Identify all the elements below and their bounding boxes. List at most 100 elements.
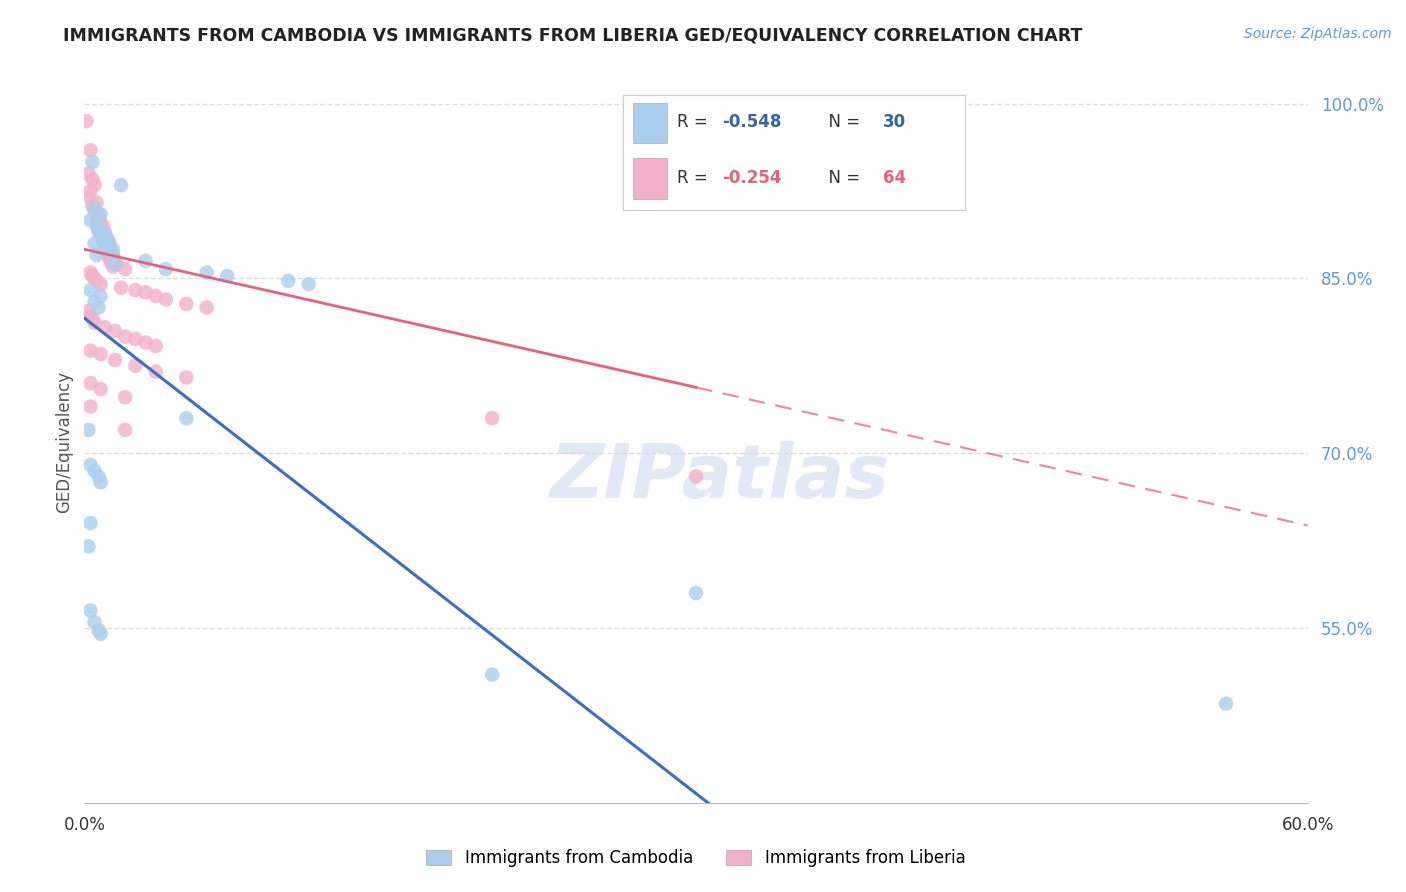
- Point: [96, 230, 118, 244]
- Point: [87, 222, 110, 236]
- Point: [90, 382, 112, 396]
- Point: [90, 475, 112, 490]
- Point: [1215, 697, 1237, 711]
- Point: [481, 411, 503, 425]
- Point: [83, 464, 105, 478]
- Point: [90, 215, 112, 229]
- Text: IMMIGRANTS FROM CAMBODIA VS IMMIGRANTS FROM LIBERIA GED/EQUIVALENCY CORRELATION : IMMIGRANTS FROM CAMBODIA VS IMMIGRANTS F…: [63, 27, 1083, 45]
- Point: [110, 178, 132, 193]
- Point: [97, 236, 120, 251]
- Point: [155, 293, 177, 307]
- Point: [90, 227, 112, 241]
- Point: [90, 289, 112, 303]
- Point: [77, 190, 100, 204]
- Point: [83, 271, 105, 285]
- Point: [101, 242, 124, 256]
- Point: [114, 262, 136, 277]
- Point: [82, 172, 104, 186]
- Point: [174, 297, 197, 311]
- Legend: Immigrants from Cambodia, Immigrants from Liberia: Immigrants from Cambodia, Immigrants fro…: [420, 843, 972, 874]
- Point: [83, 615, 105, 630]
- Point: [79, 184, 101, 198]
- Point: [685, 586, 707, 600]
- Point: [135, 254, 157, 268]
- Point: [79, 309, 101, 323]
- Point: [104, 353, 127, 368]
- Point: [105, 257, 128, 271]
- Point: [155, 262, 177, 277]
- Point: [86, 213, 108, 227]
- Point: [90, 627, 112, 641]
- Point: [82, 268, 104, 283]
- Point: [114, 390, 136, 404]
- Point: [104, 252, 127, 267]
- Point: [87, 469, 110, 483]
- Point: [298, 277, 321, 292]
- Point: [79, 143, 101, 157]
- Point: [101, 248, 124, 262]
- Point: [77, 423, 100, 437]
- Point: [91, 219, 114, 233]
- Point: [100, 255, 122, 269]
- Point: [124, 359, 146, 373]
- Point: [79, 516, 101, 530]
- Point: [145, 289, 167, 303]
- Point: [82, 312, 104, 326]
- Point: [79, 266, 101, 280]
- Point: [77, 540, 100, 554]
- Point: [277, 274, 299, 288]
- Point: [124, 283, 146, 297]
- Point: [100, 245, 122, 260]
- Point: [79, 603, 101, 617]
- Point: [217, 268, 239, 283]
- Point: [174, 411, 197, 425]
- Point: [91, 230, 114, 244]
- Point: [79, 376, 101, 391]
- Point: [174, 370, 197, 384]
- Point: [104, 257, 127, 271]
- Point: [90, 347, 112, 361]
- Point: [86, 195, 108, 210]
- Point: [87, 207, 110, 221]
- Point: [90, 277, 112, 292]
- Point: [135, 285, 157, 300]
- Text: ZIPatlas: ZIPatlas: [550, 442, 890, 514]
- Point: [93, 239, 115, 253]
- Point: [82, 154, 104, 169]
- Point: [114, 423, 136, 437]
- Point: [83, 294, 105, 309]
- Point: [77, 167, 100, 181]
- Point: [101, 260, 124, 274]
- Point: [90, 207, 112, 221]
- Point: [114, 329, 136, 343]
- Y-axis label: GED/Equivalency: GED/Equivalency: [55, 370, 73, 513]
- Point: [96, 239, 118, 253]
- Point: [79, 213, 101, 227]
- Point: [83, 178, 105, 193]
- Point: [79, 458, 101, 472]
- Point: [104, 324, 127, 338]
- Point: [685, 469, 707, 483]
- Point: [100, 242, 122, 256]
- Point: [145, 339, 167, 353]
- Point: [97, 234, 120, 248]
- Point: [75, 114, 97, 128]
- Point: [195, 266, 218, 280]
- Point: [87, 301, 110, 315]
- Point: [79, 343, 101, 358]
- Point: [86, 219, 108, 233]
- Point: [83, 236, 105, 251]
- Point: [83, 316, 105, 330]
- Point: [96, 245, 118, 260]
- Point: [93, 320, 115, 334]
- Text: Source: ZipAtlas.com: Source: ZipAtlas.com: [1244, 27, 1392, 41]
- Point: [83, 203, 105, 218]
- Point: [87, 225, 110, 239]
- Point: [93, 227, 115, 241]
- Point: [77, 304, 100, 318]
- Point: [135, 335, 157, 350]
- Point: [86, 274, 108, 288]
- Point: [83, 202, 105, 216]
- Point: [110, 281, 132, 295]
- Point: [91, 234, 114, 248]
